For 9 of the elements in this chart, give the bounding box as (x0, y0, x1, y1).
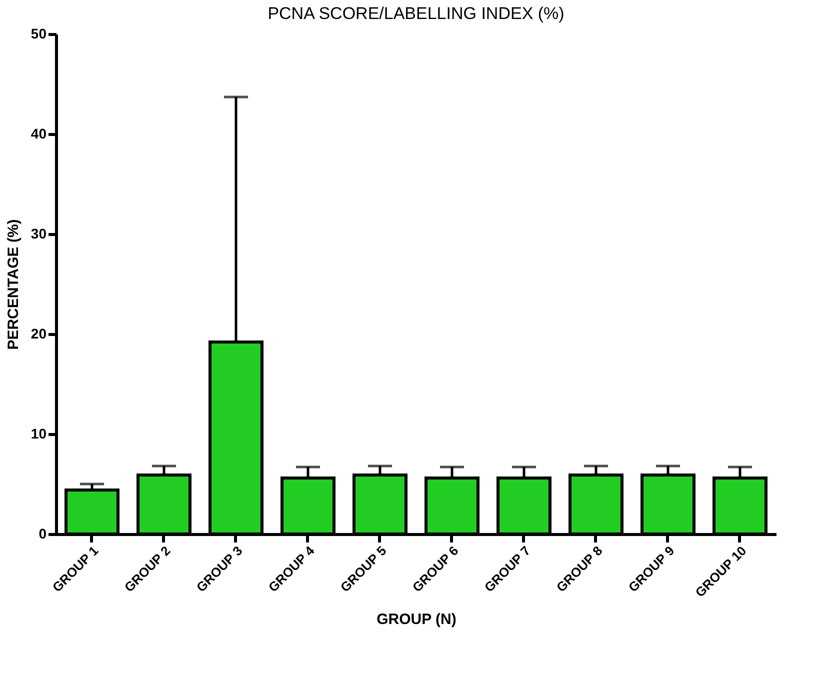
y-tick-label: 10 (30, 426, 47, 442)
y-tick-label: 30 (30, 226, 47, 242)
x-axis-title: GROUP (N) (376, 611, 456, 628)
y-tick-label: 50 (30, 26, 47, 42)
y-tick-label: 20 (30, 326, 47, 342)
y-tick-label: 40 (30, 126, 47, 142)
y-axis-title: PERCENTAGE (%) (4, 219, 22, 350)
y-tick-label: 0 (38, 526, 47, 542)
chart-title: PCNA SCORE/LABELLING INDEX (%) (268, 4, 564, 23)
